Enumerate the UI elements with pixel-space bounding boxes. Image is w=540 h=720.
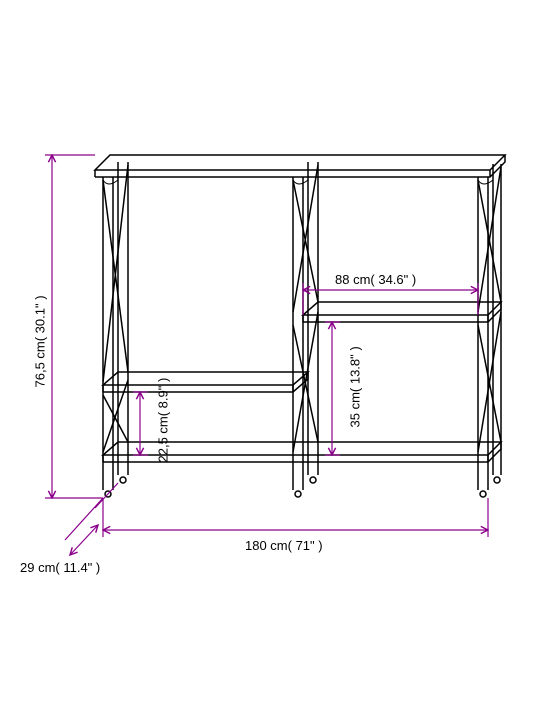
label-depth: 29 cm( 11.4" ) (20, 560, 100, 575)
label-height-total: 76,5 cm( 30.1" ) (33, 295, 48, 387)
furniture-diagram-svg (0, 0, 540, 720)
label-width-total: 180 cm( 71" ) (245, 538, 323, 553)
label-shelf-height-left: 22,5 cm( 8.9" ) (156, 378, 171, 463)
label-shelf-height-right: 35 cm( 13.8" ) (348, 346, 363, 427)
label-shelf-width-right: 88 cm( 34.6" ) (335, 272, 416, 287)
technical-drawing: 76,5 cm( 30.1" ) 29 cm( 11.4" ) 180 cm( … (0, 0, 540, 720)
